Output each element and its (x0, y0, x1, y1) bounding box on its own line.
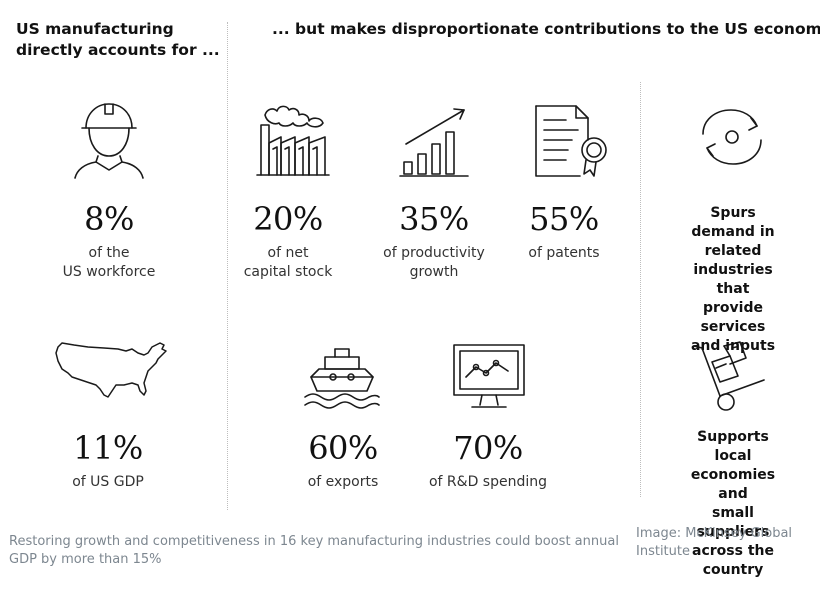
stat-rnd: 70% of R&D spending (429, 429, 547, 492)
stat-workforce-value: 8% (84, 200, 134, 238)
stat-rnd-value: 70% (453, 429, 523, 467)
stat-capital-label: of net capital stock (243, 245, 333, 280)
stat-gdp-value: 11% (73, 429, 143, 467)
side-local-text: Supports local economies and small suppl… (690, 429, 776, 578)
stat-patents-label: of patents (528, 245, 600, 261)
stat-exports: 60% of exports (308, 429, 379, 492)
stat-productivity-value: 35% (399, 200, 469, 238)
stat-exports-value: 60% (308, 429, 378, 467)
stat-workforce-label: of the US workforce (62, 245, 156, 280)
image-credit: Image: McKinsey Global Institute (636, 526, 793, 559)
stat-gdp: 11% of US GDP (72, 429, 144, 492)
stat-productivity-label: of productivity growth (383, 245, 485, 280)
factory-icon (255, 103, 331, 177)
worker-hardhat-icon (72, 100, 146, 180)
cargo-ship-icon (303, 345, 381, 409)
hand-truck-icon (690, 341, 770, 414)
right-heading: ... but makes disproportionate contribut… (272, 20, 820, 38)
monitor-line-chart-icon (452, 343, 526, 411)
side-demand-text: Spurs demand in related industries that … (690, 205, 776, 354)
certificate-icon (532, 104, 612, 178)
stat-rnd-label: of R&D spending (428, 474, 548, 490)
rising-bar-chart-icon (398, 104, 470, 178)
stat-exports-label: of exports (307, 474, 379, 490)
divider-right (640, 82, 641, 497)
caption: Restoring growth and competitiveness in … (9, 534, 619, 567)
left-heading: US manufacturing directly accounts for .… (16, 20, 220, 59)
divider-left (227, 22, 228, 510)
us-map-icon (52, 337, 172, 401)
stat-workforce: 8% of the US workforce (63, 200, 156, 282)
cycle-arrows-icon (695, 104, 769, 170)
stat-capital-value: 20% (253, 200, 323, 238)
stat-patents-value: 55% (529, 200, 599, 238)
stat-productivity: 35% of productivity growth (383, 200, 485, 282)
stat-gdp-label: of US GDP (72, 474, 144, 490)
stat-patents: 55% of patents (528, 200, 599, 263)
stat-capital: 20% of net capital stock (244, 200, 333, 282)
